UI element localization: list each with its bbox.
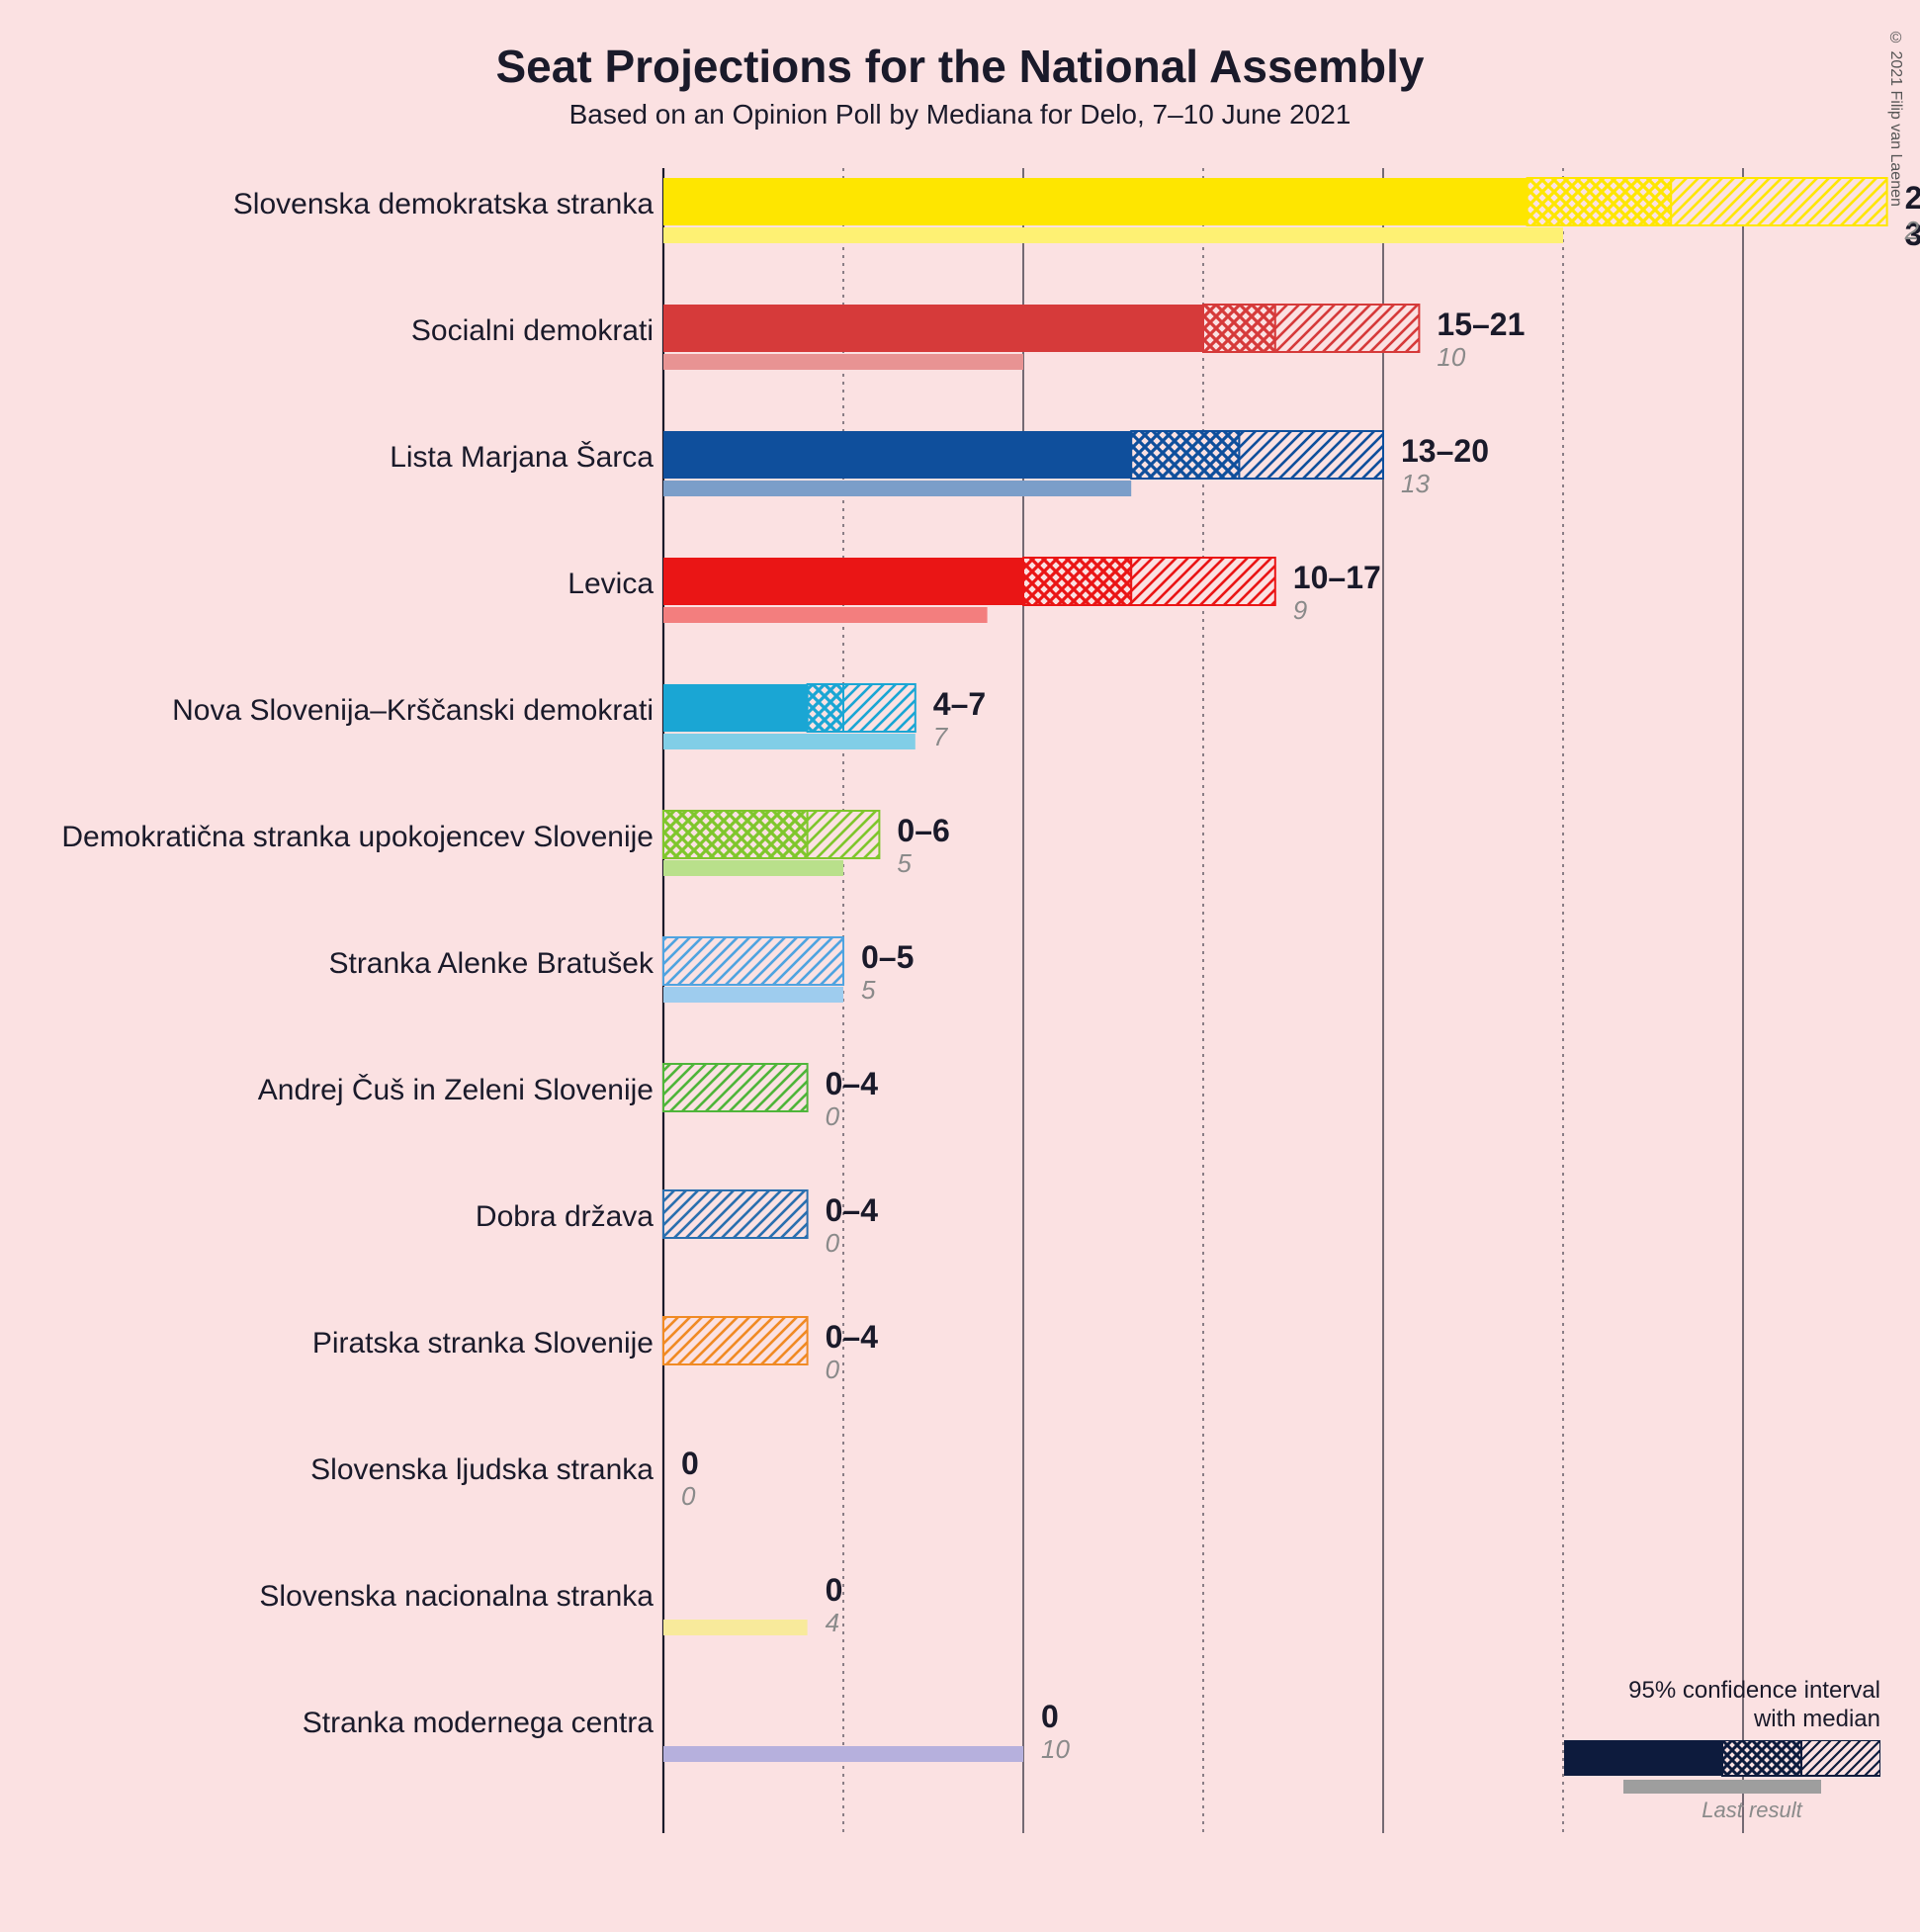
range-label: 4–7 bbox=[933, 686, 986, 723]
last-result-label: 4 bbox=[826, 1608, 839, 1638]
party-label: Stranka modernega centra bbox=[303, 1707, 654, 1740]
party-row: Andrej Čuš in Zeleni Slovenije 0–40 bbox=[0, 1054, 1920, 1181]
legend-ci-label: 95% confidence intervalwith median bbox=[1564, 1677, 1880, 1734]
last-result-label: 5 bbox=[861, 975, 875, 1006]
party-label: Dobra država bbox=[476, 1200, 654, 1234]
party-label: Nova Slovenija–Krščanski demokrati bbox=[172, 694, 654, 728]
last-result-label: 10 bbox=[1437, 342, 1465, 373]
party-label: Piratska stranka Slovenije bbox=[312, 1327, 654, 1361]
party-label: Slovenska nacionalna stranka bbox=[259, 1580, 654, 1614]
party-row: Piratska stranka Slovenije 0–40 bbox=[0, 1307, 1920, 1434]
range-label: 15–21 bbox=[1437, 307, 1525, 343]
party-label: Andrej Čuš in Zeleni Slovenije bbox=[258, 1074, 654, 1107]
range-label: 13–20 bbox=[1401, 433, 1489, 470]
party-row: Socialni demokrati 15–2110 bbox=[0, 295, 1920, 421]
last-result-label: 0 bbox=[681, 1481, 695, 1512]
party-row: Demokratična stranka upokojencev Sloveni… bbox=[0, 801, 1920, 927]
last-result-label: 13 bbox=[1401, 469, 1430, 499]
last-result-label: 7 bbox=[933, 722, 947, 752]
party-label: Slovenska ljudska stranka bbox=[310, 1453, 654, 1487]
party-label: Demokratična stranka upokojencev Sloveni… bbox=[61, 821, 654, 854]
range-label: 0–4 bbox=[826, 1192, 878, 1229]
range-label: 0–4 bbox=[826, 1066, 878, 1102]
legend: 95% confidence intervalwith median Last … bbox=[1564, 1677, 1880, 1823]
range-label: 10–17 bbox=[1293, 560, 1381, 596]
last-result-label: 10 bbox=[1041, 1734, 1070, 1765]
chart-title: Seat Projections for the National Assemb… bbox=[0, 0, 1920, 93]
chart-subtitle: Based on an Opinion Poll by Mediana for … bbox=[0, 99, 1920, 131]
party-row: Stranka Alenke Bratušek 0–55 bbox=[0, 927, 1920, 1054]
party-row: Levica 10–179 bbox=[0, 548, 1920, 674]
range-label: 0 bbox=[1041, 1699, 1059, 1735]
party-row: Nova Slovenija–Krščanski demokrati 4–77 bbox=[0, 674, 1920, 801]
party-row: Lista Marjana Šarca 13–2013 bbox=[0, 421, 1920, 548]
legend-last-label: Last result bbox=[1564, 1798, 1880, 1823]
party-label: Stranka Alenke Bratušek bbox=[328, 947, 654, 981]
range-label: 0–6 bbox=[897, 813, 949, 849]
last-result-label: 0 bbox=[826, 1101, 839, 1132]
range-label: 0–4 bbox=[826, 1319, 878, 1356]
last-result-label: 0 bbox=[826, 1228, 839, 1259]
last-result-label: 9 bbox=[1293, 595, 1307, 626]
party-label: Socialni demokrati bbox=[411, 314, 654, 348]
party-row: Slovenska demokratska stranka24–3425 bbox=[0, 168, 1920, 295]
last-result-label: 25 bbox=[1905, 216, 1920, 246]
party-row: Dobra država 0–40 bbox=[0, 1181, 1920, 1307]
range-label: 0–5 bbox=[861, 939, 914, 976]
legend-swatch bbox=[1564, 1740, 1880, 1800]
party-row: Slovenska nacionalna stranka 04 bbox=[0, 1560, 1920, 1687]
last-result-label: 0 bbox=[826, 1355, 839, 1385]
range-label: 0 bbox=[681, 1446, 699, 1482]
range-label: 0 bbox=[826, 1572, 843, 1609]
party-label: Slovenska demokratska stranka bbox=[233, 188, 654, 221]
last-result-label: 5 bbox=[897, 848, 911, 879]
party-label: Lista Marjana Šarca bbox=[390, 441, 654, 475]
party-row: Slovenska ljudska stranka 00 bbox=[0, 1434, 1920, 1560]
party-label: Levica bbox=[567, 568, 654, 601]
chart-area: Slovenska demokratska stranka24–3425Soci… bbox=[0, 168, 1920, 1849]
